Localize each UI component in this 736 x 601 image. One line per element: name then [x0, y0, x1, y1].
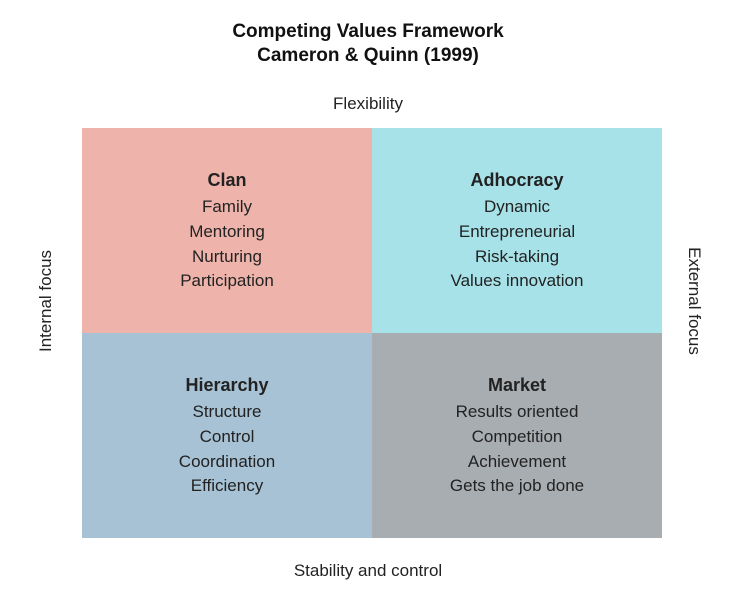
quadrant-item: Control — [200, 425, 255, 450]
quadrant-hierarchy: Hierarchy Structure Control Coordination… — [82, 333, 372, 538]
quadrant-item: Nurturing — [192, 245, 262, 270]
quadrant-item: Coordination — [179, 450, 275, 475]
quadrant-adhocracy: Adhocracy Dynamic Entrepreneurial Risk-t… — [372, 128, 662, 333]
quadrant-item: Efficiency — [191, 474, 263, 499]
diagram-title: Competing Values Framework Cameron & Qui… — [0, 20, 736, 68]
title-line-1: Competing Values Framework — [0, 20, 736, 44]
quadrant-item: Entrepreneurial — [459, 220, 575, 245]
quadrant-item: Achievement — [468, 450, 566, 475]
quadrant-heading: Clan — [207, 167, 246, 193]
quadrant-item: Participation — [180, 269, 274, 294]
quadrant-item: Competition — [472, 425, 563, 450]
quadrant-item: Mentoring — [189, 220, 265, 245]
axis-label-top: Flexibility — [0, 94, 736, 114]
quadrant-item: Gets the job done — [450, 474, 584, 499]
axis-label-left: Internal focus — [36, 249, 56, 351]
quadrant-market: Market Results oriented Competition Achi… — [372, 333, 662, 538]
quadrant-heading: Hierarchy — [185, 372, 268, 398]
axis-label-right: External focus — [684, 247, 704, 355]
axis-label-right-wrap: External focus — [682, 0, 706, 601]
framework-diagram: Competing Values Framework Cameron & Qui… — [0, 0, 736, 601]
quadrant-heading: Adhocracy — [470, 167, 563, 193]
quadrant-item: Structure — [193, 400, 262, 425]
quadrant-grid: Clan Family Mentoring Nurturing Particip… — [82, 128, 662, 538]
quadrant-item: Dynamic — [484, 195, 550, 220]
axis-label-left-wrap: Internal focus — [34, 0, 58, 601]
quadrant-item: Values innovation — [451, 269, 584, 294]
quadrant-item: Results oriented — [456, 400, 579, 425]
quadrant-item: Family — [202, 195, 252, 220]
quadrant-clan: Clan Family Mentoring Nurturing Particip… — [82, 128, 372, 333]
title-line-2: Cameron & Quinn (1999) — [0, 44, 736, 68]
axis-label-bottom: Stability and control — [0, 561, 736, 581]
quadrant-heading: Market — [488, 372, 546, 398]
quadrant-item: Risk-taking — [475, 245, 559, 270]
